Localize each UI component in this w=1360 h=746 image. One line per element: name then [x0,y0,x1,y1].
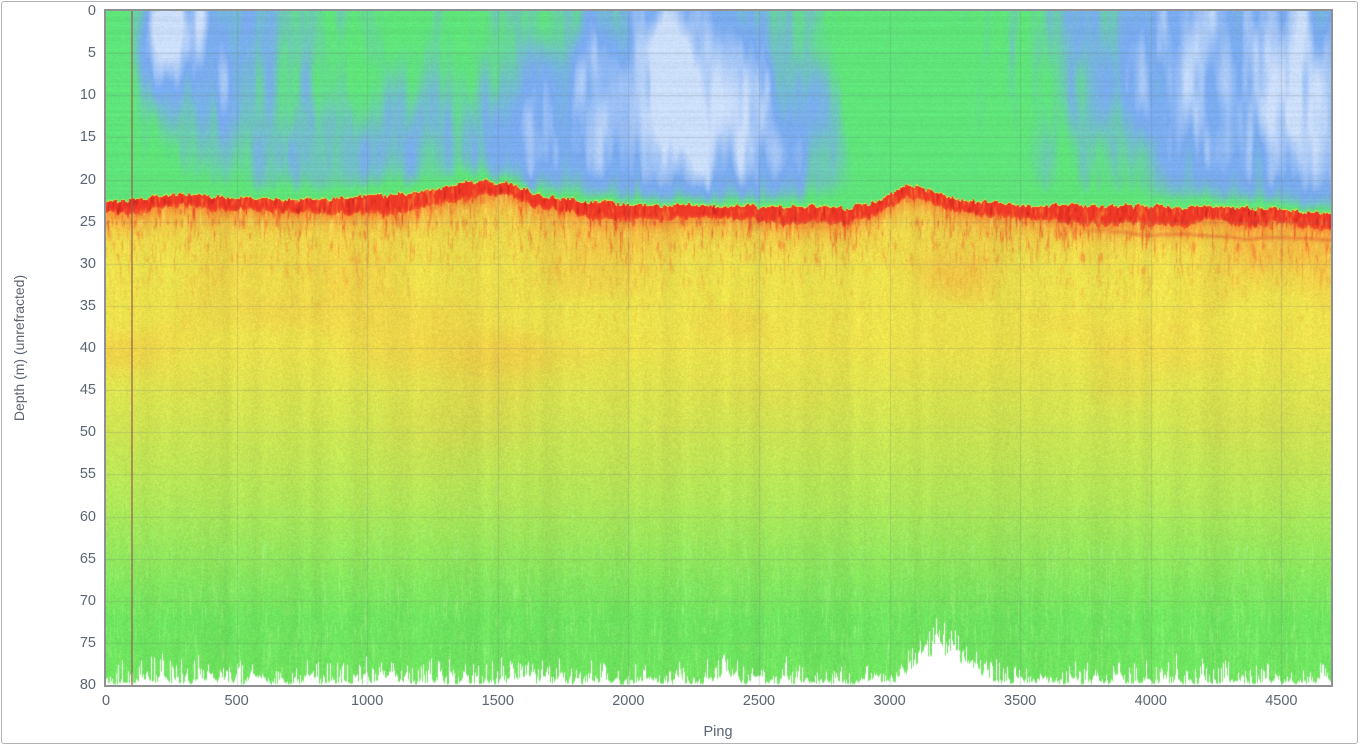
y-tick-label: 40 [79,340,96,356]
x-tick-label: 4000 [1134,693,1167,709]
y-tick-label: 60 [79,508,96,525]
y-tick-label: 10 [79,87,96,104]
y-tick-label: 55 [79,466,96,483]
y-tick-label: 35 [79,297,96,314]
y-tick-label: 0 [87,3,96,19]
y-tick-label: 20 [79,171,96,188]
y-tick-label: 75 [79,634,96,651]
x-tick-label: 2000 [612,693,645,709]
x-tick-label: 1000 [351,693,384,709]
y-tick-label: 50 [79,424,96,441]
x-tick-label: 0 [101,693,111,709]
echogram-plot-area [104,9,1333,687]
y-tick-label: 45 [79,382,96,399]
x-tick-label: 1500 [481,693,514,709]
x-axis-title: Ping [703,724,733,740]
y-tick-label: 30 [79,255,96,272]
y-tick-label: 15 [79,129,96,146]
x-tick-label: 4500 [1265,693,1298,709]
y-tick-label: 80 [79,677,96,693]
y-tick-label: 25 [79,213,96,230]
x-tick-label: 500 [224,693,249,709]
x-tick-label: 2500 [742,693,776,709]
ping-marker-line[interactable] [131,11,134,685]
x-tick-label: 3500 [1004,693,1037,709]
x-tick-label: 3000 [873,693,906,709]
y-tick-label: 65 [79,550,96,567]
y-axis-title: Depth (m) (unrefracted) [11,274,27,422]
echogram-canvas[interactable] [106,11,1331,685]
y-tick-label: 5 [87,45,96,62]
y-tick-label: 70 [79,592,96,609]
